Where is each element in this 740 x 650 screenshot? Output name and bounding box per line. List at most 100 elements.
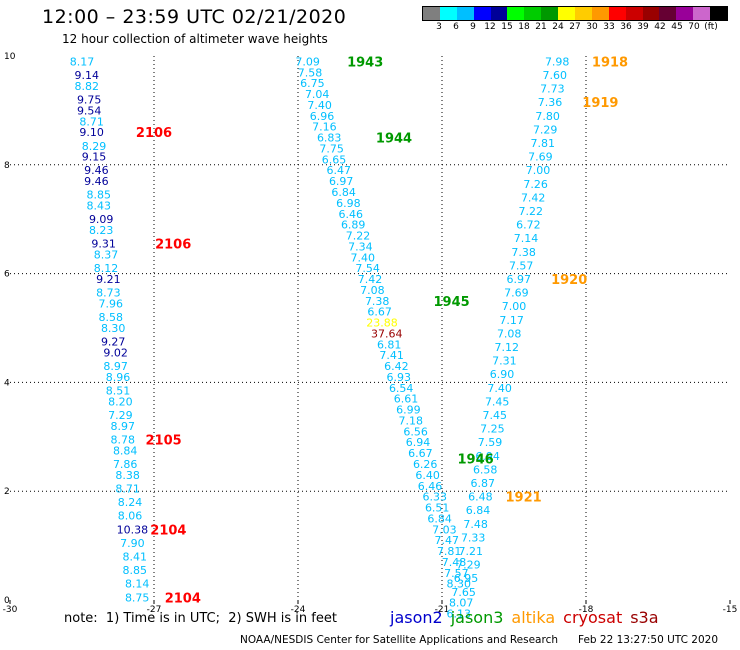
wave-height-value: 8.37	[94, 249, 119, 262]
wave-height-value: 6.84	[331, 186, 356, 199]
wave-height-value: 8.30	[447, 578, 472, 591]
pass-number-label: 2104	[150, 523, 186, 538]
wave-height-value: 6.58	[473, 463, 498, 476]
wave-height-value: 6.84	[427, 512, 452, 525]
pass-number-label: 2106	[136, 126, 172, 141]
wave-height-value: 9.54	[77, 104, 102, 117]
color-scale-cell	[507, 7, 525, 20]
wave-height-value: 8.20	[108, 395, 133, 408]
x-tick-label: -21	[435, 605, 450, 615]
color-scale-bar	[422, 6, 728, 21]
wave-height-value: 6.56	[403, 425, 428, 438]
color-scale-labels: 3 6 9 12 15 18 21 24 27 30 33 36 39 42 45 70 (ft)	[422, 22, 728, 34]
color-scale-cell	[659, 7, 677, 20]
wave-height-value: 6.81	[377, 338, 402, 351]
wave-height-value: 6.97	[507, 273, 532, 286]
wave-height-value: 7.00	[526, 164, 551, 177]
legend-entry: altika	[511, 608, 556, 627]
wave-height-value: 8.12	[94, 262, 119, 275]
wave-height-value: 7.38	[365, 295, 390, 308]
agency-credit: NOAA/NESDIS Center for Satellite Applica…	[240, 634, 558, 646]
wave-height-value: 7.73	[540, 83, 565, 96]
pass-number-label: 1919	[582, 96, 618, 111]
wave-height-value: 6.87	[471, 477, 496, 490]
wave-height-value: 7.69	[504, 287, 529, 300]
wave-height-value: 8.17	[70, 55, 95, 68]
wave-height-value: 8.78	[111, 434, 136, 447]
color-scale-cell	[676, 7, 694, 20]
wave-height-value: 9.75	[77, 94, 102, 107]
wave-height-value: 7.26	[523, 178, 548, 191]
wave-height-value: 6.96	[310, 110, 335, 123]
color-scale-cell	[710, 7, 728, 20]
legend-entry: jason3	[450, 608, 504, 627]
color-scale-cell	[490, 7, 508, 20]
color-scale-label: 39	[637, 22, 649, 32]
color-scale-label: 27	[569, 22, 581, 32]
wave-height-value: 6.48	[468, 491, 493, 504]
wave-height-value: 7.48	[442, 556, 467, 569]
wave-height-value: 7.75	[319, 142, 344, 155]
wave-height-value: 8.30	[101, 322, 126, 335]
wave-height-value: 8.97	[103, 360, 128, 373]
pass-number-label: 2105	[146, 434, 182, 449]
wave-height-value: 8.85	[87, 189, 112, 202]
wave-height-value: 7.60	[543, 69, 568, 82]
wave-height-value: 7.69	[528, 151, 553, 164]
wave-height-value: 6.84	[466, 504, 491, 517]
wave-height-value: 7.29	[533, 123, 558, 136]
wave-height-value: 7.54	[355, 262, 380, 275]
wave-height-value: 8.14	[125, 578, 150, 591]
wave-height-value: 7.12	[495, 341, 520, 354]
wave-height-value: 7.57	[444, 567, 469, 580]
color-scale-cell	[693, 7, 711, 20]
wave-height-value: 8.73	[96, 287, 121, 300]
chart-subtitle: 12 hour collection of altimeter wave hei…	[62, 32, 328, 46]
wave-height-value: 6.46	[418, 480, 443, 493]
wave-height-value: 7.45	[485, 395, 510, 408]
wave-height-value: 7.00	[502, 300, 527, 313]
wave-height-value: 7.48	[463, 518, 488, 531]
wave-height-value: 8.07	[449, 597, 474, 610]
x-tick-label: -24	[291, 605, 306, 615]
wave-height-value: 7.22	[519, 205, 544, 218]
wave-height-value: 6.72	[516, 219, 541, 232]
wave-height-value: 6.51	[425, 502, 450, 515]
wave-height-value: 7.09	[295, 55, 320, 68]
color-scale-cell	[642, 7, 660, 20]
color-scale-label: (ft)	[704, 22, 718, 32]
wave-height-value: 7.03	[432, 523, 457, 536]
color-scale-label: 18	[518, 22, 530, 32]
wave-height-value: 23.88	[366, 317, 398, 330]
wave-height-value: 6.46	[339, 208, 364, 221]
pass-number-label: 2104	[165, 591, 201, 606]
wave-height-value: 6.67	[408, 447, 433, 460]
plot-axes: -30 -27 -24 -21 -18 -15 0 2 4 6 8 10	[3, 52, 738, 615]
y-tick-label: 10	[4, 52, 16, 62]
wave-height-value: 7.65	[451, 586, 476, 599]
legend-entry: s3a	[630, 608, 659, 627]
wave-height-value: 9.46	[84, 164, 109, 177]
wave-height-value: 7.18	[399, 414, 424, 427]
wave-height-value: 8.06	[118, 510, 143, 523]
color-scale-label: 24	[552, 22, 564, 32]
wave-height-value: 7.98	[545, 55, 570, 68]
pass-number-label: 2106	[155, 238, 191, 253]
wave-height-value: 9.09	[89, 213, 114, 226]
y-tick-label: 4	[4, 378, 10, 388]
wave-height-value: 9.21	[96, 273, 121, 286]
wave-height-value: 8.84	[113, 444, 138, 457]
wave-height-value: 10.38	[117, 523, 149, 536]
wave-height-value: 9.10	[79, 126, 104, 139]
wave-height-value: 7.17	[499, 314, 524, 327]
wave-height-value: 6.54	[389, 382, 414, 395]
x-tick-label: -18	[579, 605, 594, 615]
color-scale-label: 9	[470, 22, 476, 32]
wave-height-value: 7.41	[379, 349, 404, 362]
color-scale-label: 21	[535, 22, 547, 32]
pass-number-label: 1943	[347, 55, 383, 70]
wave-height-value: 6.65	[322, 153, 347, 166]
wave-height-value: 8.38	[115, 469, 140, 482]
wave-height-value: 8.24	[118, 496, 143, 509]
